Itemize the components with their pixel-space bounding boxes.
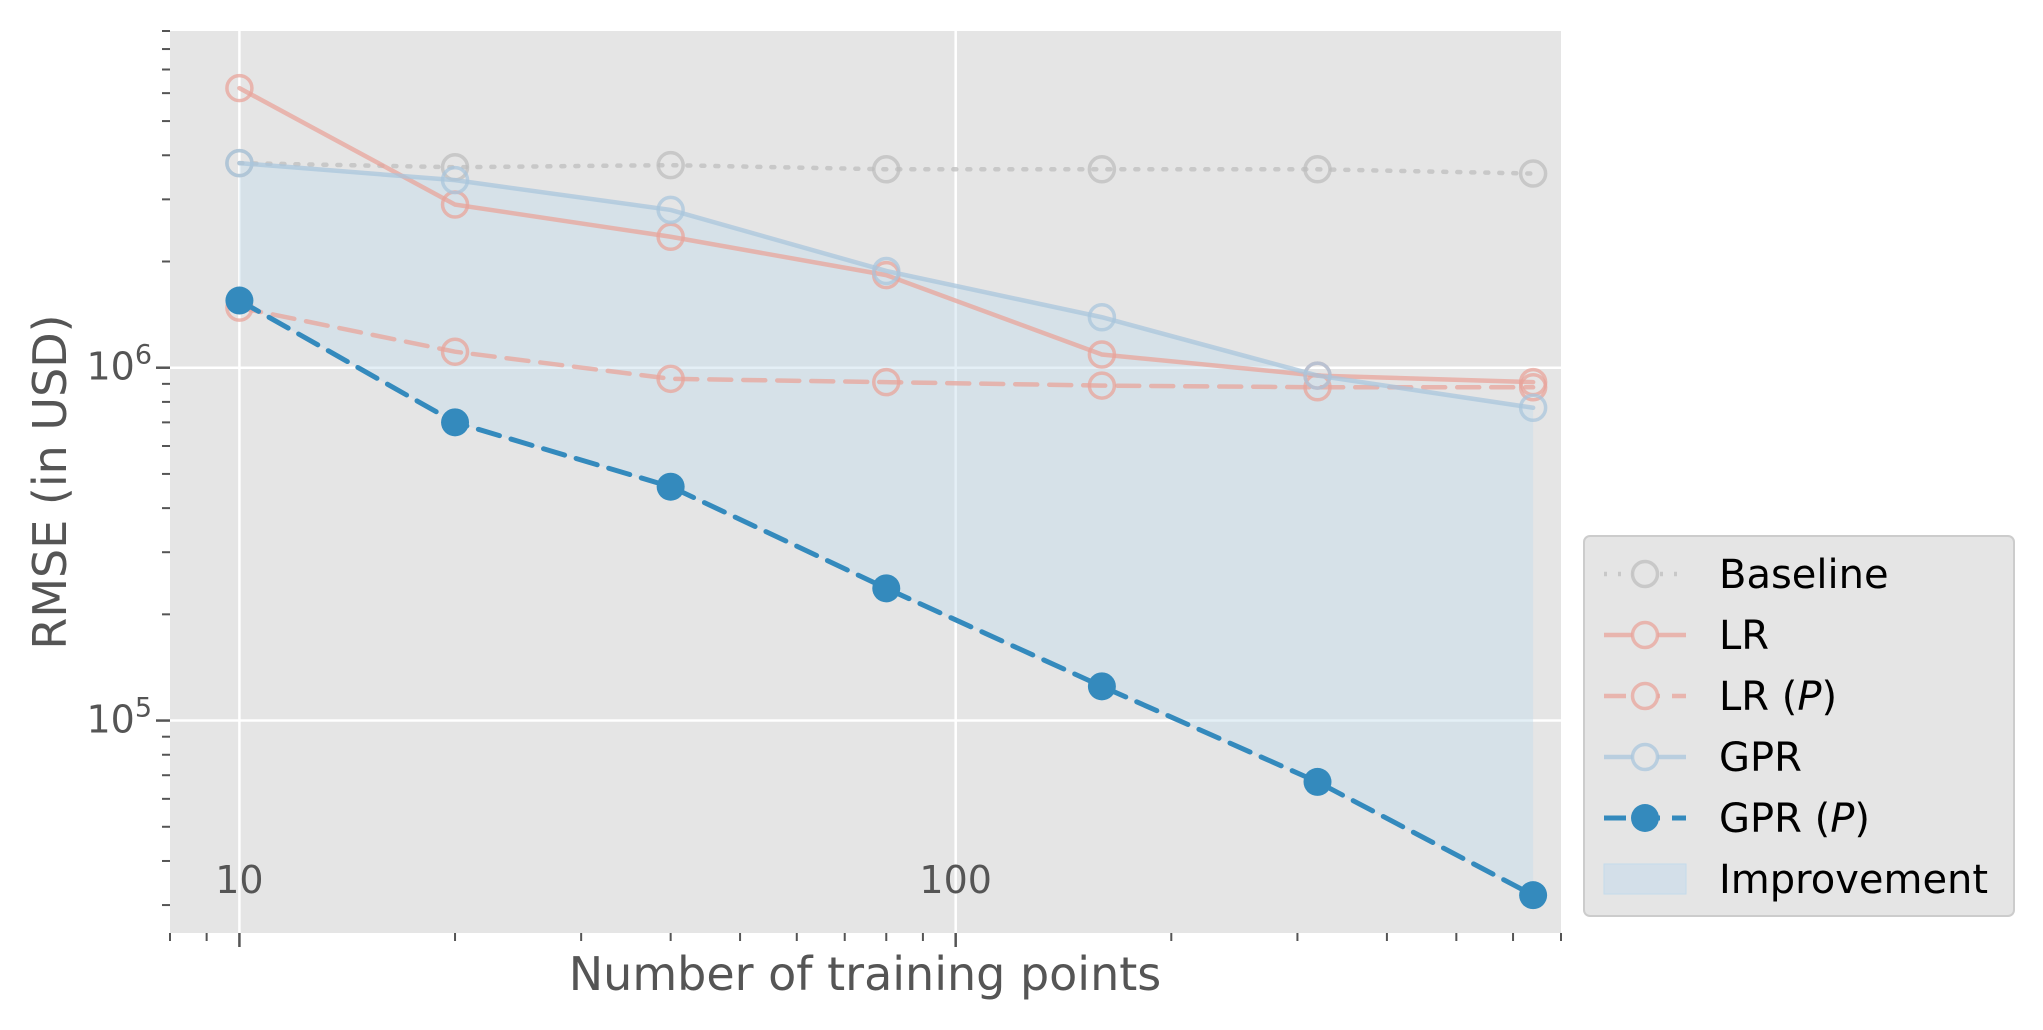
series-line-lr-p bbox=[237, 305, 1536, 390]
legend-label-gpr: GPR bbox=[1719, 735, 1802, 781]
data-point-gpr-p bbox=[1087, 672, 1116, 701]
legend-label-baseline: Baseline bbox=[1719, 552, 1889, 598]
data-point-gpr-p bbox=[1519, 881, 1548, 910]
series-group bbox=[225, 73, 1548, 910]
series-gpr bbox=[225, 148, 1548, 423]
data-point-lr-p bbox=[1087, 371, 1117, 400]
data-point-baseline bbox=[1087, 155, 1117, 184]
series-gpr-p bbox=[225, 286, 1548, 910]
data-point-gpr-p bbox=[225, 286, 254, 315]
data-point-baseline bbox=[656, 150, 685, 180]
y-tick-exponent: 6 bbox=[135, 340, 152, 371]
legend-swatch-improvement bbox=[1603, 863, 1687, 895]
grid bbox=[170, 31, 1561, 933]
data-point-gpr bbox=[1303, 361, 1332, 390]
legend-marker-gpr bbox=[1630, 742, 1660, 772]
data-point-baseline bbox=[1303, 155, 1332, 184]
data-point-lr-p bbox=[1518, 373, 1548, 402]
data-point-baseline bbox=[872, 155, 901, 184]
legend-marker-gpr-p bbox=[1631, 804, 1659, 832]
data-point-gpr-p bbox=[1303, 767, 1332, 796]
y-tick-label: 106 bbox=[86, 340, 152, 389]
data-point-lr-p bbox=[872, 367, 901, 397]
data-point-gpr-p bbox=[441, 408, 470, 437]
x-axis-label: Number of training points bbox=[569, 947, 1161, 1001]
data-point-gpr bbox=[1087, 302, 1117, 332]
data-point-lr bbox=[1087, 340, 1117, 369]
data-point-gpr bbox=[872, 256, 901, 286]
improvement-fill bbox=[239, 163, 1534, 896]
legend-marker-baseline bbox=[1630, 559, 1660, 589]
y-tick-exponent: 5 bbox=[135, 693, 152, 724]
legend-marker-lr bbox=[1630, 620, 1660, 650]
legend-marker-lr-p bbox=[1630, 681, 1660, 711]
x-tick-label: 100 bbox=[919, 858, 992, 902]
series-line-gpr bbox=[237, 160, 1536, 411]
legend: Baseline LR LR (P) GPR GPR (P) Improvement bbox=[1583, 535, 2015, 917]
legend-label-lr: LR bbox=[1719, 613, 1769, 659]
data-point-gpr-p bbox=[656, 472, 685, 501]
data-point-lr bbox=[225, 73, 254, 103]
legend-label-gpr-p: GPR (P) bbox=[1719, 796, 1870, 842]
y-axis-label: RMSE (in USD) bbox=[23, 314, 77, 649]
data-point-lr-p bbox=[440, 337, 470, 366]
data-point-gpr bbox=[225, 148, 254, 178]
data-point-gpr-p bbox=[872, 574, 901, 603]
data-point-gpr bbox=[656, 195, 685, 225]
x-tick-label: 10 bbox=[215, 858, 263, 902]
legend-label-improvement: Improvement bbox=[1719, 857, 1988, 903]
series-line-baseline bbox=[237, 160, 1536, 176]
data-point-gpr bbox=[1518, 393, 1548, 423]
legend-box bbox=[1583, 535, 2015, 917]
legend-label-lr-p: LR (P) bbox=[1719, 674, 1837, 720]
data-point-gpr bbox=[440, 165, 470, 195]
data-point-lr-p bbox=[656, 364, 685, 394]
y-tick-label: 105 bbox=[86, 693, 152, 742]
improvement-area bbox=[239, 163, 1534, 896]
data-point-baseline bbox=[1518, 159, 1548, 188]
data-point-lr bbox=[656, 222, 685, 252]
